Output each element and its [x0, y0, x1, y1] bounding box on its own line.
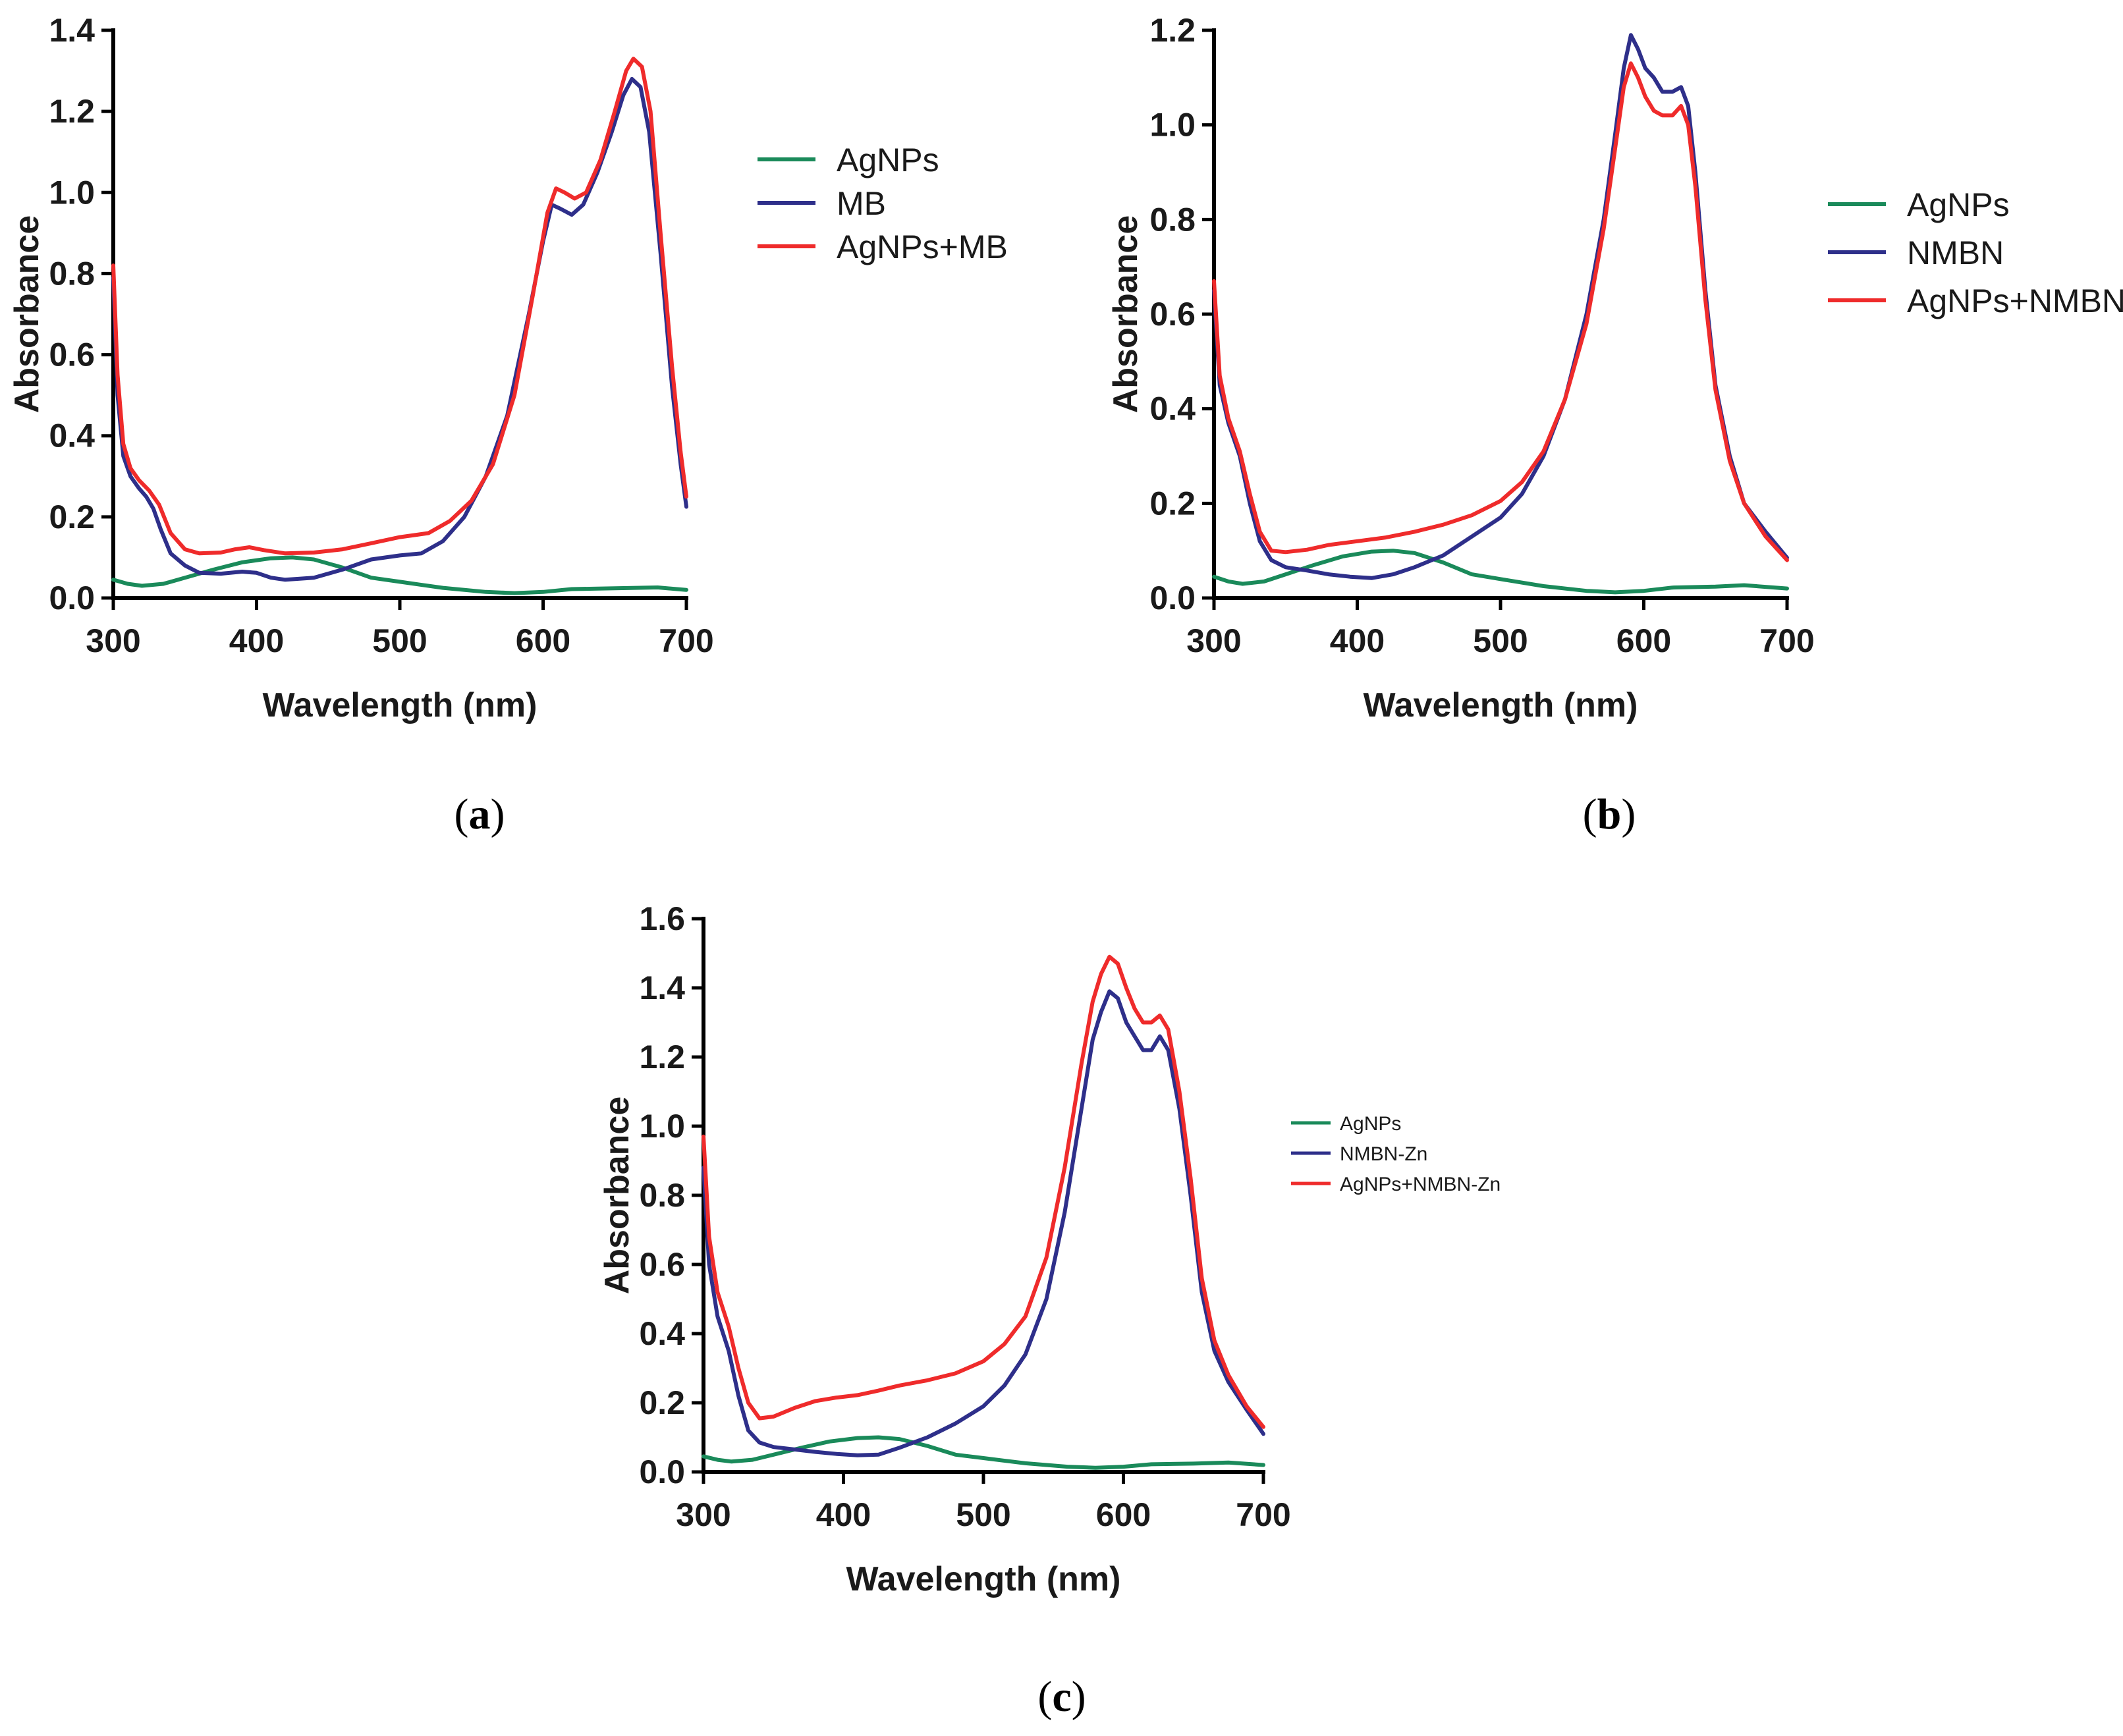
legend-label: AgNPs+NMBN [1907, 283, 2123, 319]
series-line-agnps-nmbn-zn [702, 954, 1265, 1429]
y-tick-label: 0.0 [639, 1453, 685, 1490]
legend-label: MB [837, 185, 886, 222]
x-tick-label: 500 [372, 622, 427, 659]
y-tick-label: 1.2 [1149, 12, 1196, 49]
x-tick-label: 700 [1236, 1496, 1290, 1533]
x-tick-label: 300 [676, 1496, 731, 1533]
y-tick-label: 1.4 [49, 12, 95, 49]
x-tick-label: 400 [1330, 622, 1385, 659]
y-tick-label: 1.2 [49, 93, 95, 130]
x-tick-label: 300 [86, 622, 140, 659]
y-tick-label: 1.4 [639, 969, 685, 1006]
y-tick-label: 0.2 [1149, 485, 1196, 522]
series-line-mb [111, 76, 688, 582]
x-tick-label: 600 [1096, 1496, 1151, 1533]
panel-label: (b) [1583, 790, 1636, 838]
y-tick-label: 0.4 [49, 418, 95, 454]
x-tick-label: 600 [1616, 622, 1671, 659]
x-tick-label: 700 [1759, 622, 1814, 659]
chart-panel-b: 0.0 0.2 0.4 0.6 0.8 1.0 1.2 300 400 500 600 700 Wave… [1107, 12, 2123, 838]
y-tick-label: 0.4 [1149, 391, 1196, 427]
y-tick-label: 0.4 [639, 1315, 685, 1352]
legend-label: AgNPs+NMBN-Zn [1340, 1174, 1501, 1195]
y-axis-title: Absorbance [598, 1097, 636, 1295]
panel-label: (c) [1037, 1673, 1086, 1721]
series-line-agnps [1212, 549, 1789, 595]
y-tick-label: 0.2 [639, 1384, 685, 1421]
x-tick-label: 400 [816, 1496, 871, 1533]
series-line-agnps [702, 1435, 1265, 1470]
series-line-agnps-mb [111, 57, 688, 556]
y-tick-label: 1.0 [49, 174, 95, 211]
x-tick-label: 500 [1473, 622, 1528, 659]
panel-label: (a) [455, 790, 505, 838]
y-tick-label: 0.8 [1149, 201, 1196, 238]
legend-label: AgNPs [837, 142, 939, 178]
y-tick-label: 1.2 [639, 1039, 685, 1075]
y-tick-label: 1.0 [1149, 107, 1196, 144]
y-axis-title: Absorbance [8, 215, 46, 414]
series-line-nmbn-zn [702, 989, 1265, 1457]
y-tick-label: 0.0 [49, 580, 95, 616]
y-tick-label: 1.0 [639, 1108, 685, 1145]
legend: AgNPs MB AgNPs+MB [758, 142, 1008, 265]
x-axis-title: Wavelength (nm) [846, 1560, 1121, 1598]
x-tick-label: 400 [229, 622, 284, 659]
x-tick-label: 600 [516, 622, 570, 659]
y-tick-label: 0.6 [1149, 296, 1196, 333]
y-tick-label: 0.6 [49, 337, 95, 373]
legend-label: AgNPs+MB [837, 229, 1008, 265]
chart-panel-c: 0.0 0.2 0.4 0.6 0.8 1.0 1.2 1.4 1.6 300 400 500 600 7… [598, 900, 1501, 1721]
x-tick-label: 500 [956, 1496, 1010, 1533]
legend-label: NMBN [1907, 234, 2004, 271]
y-axis-title: Absorbance [1107, 215, 1145, 414]
x-tick-label: 700 [659, 622, 713, 659]
legend: AgNPs NMBN AgNPs+NMBN [1828, 186, 2123, 319]
y-tick-label: 0.6 [639, 1246, 685, 1283]
legend-label: AgNPs [1907, 186, 2010, 223]
legend-label: AgNPs [1340, 1113, 1401, 1135]
series-line-agnps-nmbn [1212, 61, 1789, 562]
y-tick-label: 0.0 [1149, 580, 1196, 616]
y-tick-label: 0.8 [639, 1177, 685, 1214]
chart-panel-a: 0.0 0.2 0.4 0.6 0.8 1.0 1.2 1.4 300 400 500 600 700 W… [8, 12, 1008, 838]
x-axis-title: Wavelength (nm) [1364, 686, 1638, 724]
y-tick-label: 0.8 [49, 255, 95, 292]
legend-label: NMBN-Zn [1340, 1143, 1427, 1165]
legend: AgNPs NMBN-Zn AgNPs+NMBN-Zn [1291, 1113, 1501, 1195]
y-tick-label: 1.6 [639, 900, 685, 937]
y-tick-label: 0.2 [49, 499, 95, 535]
x-axis-title: Wavelength (nm) [263, 686, 538, 724]
x-tick-label: 300 [1186, 622, 1241, 659]
